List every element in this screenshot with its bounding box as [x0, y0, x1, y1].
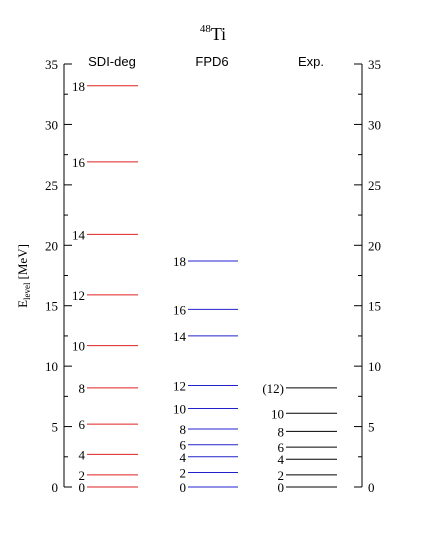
left-tick-label: 20 — [45, 238, 58, 253]
y-axis-label-sub: level — [22, 282, 32, 300]
right-tick-label: 15 — [368, 299, 381, 314]
left-tick-label: 5 — [52, 420, 59, 435]
left-tick-label: 30 — [45, 117, 58, 132]
level-spin-label: 10 — [173, 401, 186, 416]
column-header: SDI-deg — [88, 54, 136, 69]
level-spin-label: 4 — [180, 450, 187, 465]
level-spin-label: 18 — [173, 254, 186, 269]
column-headers: SDI-deg FPD6 Exp. — [88, 54, 324, 69]
right-tick-label: 20 — [368, 238, 381, 253]
y-axis-label-main: E — [15, 300, 30, 308]
left-tick-label: 10 — [45, 359, 58, 374]
level-spin-label: 0 — [79, 480, 86, 495]
level-spin-label: 4 — [79, 447, 86, 462]
y-axis-label-unit: [MeV] — [15, 244, 30, 279]
level-spin-label: 12 — [72, 288, 85, 303]
level-spin-label: 10 — [72, 339, 85, 354]
left-tick-label: 15 — [45, 299, 58, 314]
right-tick-label: 10 — [368, 359, 381, 374]
level-spin-label: 8 — [79, 381, 86, 396]
title-mass-number: 48 — [200, 23, 212, 35]
chart-title: 48Ti — [200, 23, 226, 44]
right-tick-label: 35 — [368, 57, 381, 72]
level-spin-label: 12 — [173, 378, 186, 393]
level-spin-label: 14 — [72, 227, 86, 242]
right-tick-label: 30 — [368, 117, 381, 132]
left-tick-label: 35 — [45, 57, 58, 72]
title-element: Ti — [211, 24, 226, 44]
level-spin-label: 8 — [180, 422, 187, 437]
level-spin-label: 2 — [79, 468, 86, 483]
column-header: Exp. — [298, 54, 324, 69]
level-spin-label: 10 — [271, 406, 284, 421]
level-spin-label: (12) — [262, 381, 284, 396]
level-spin-label: 4 — [278, 452, 285, 467]
left-tick-label: 25 — [45, 178, 58, 193]
right-tick-label: 0 — [368, 480, 375, 495]
level-spin-label: 2 — [278, 468, 285, 483]
level-spin-label: 2 — [180, 465, 187, 480]
left-tick-label: 0 — [52, 480, 59, 495]
level-spin-label: 14 — [173, 329, 187, 344]
right-tick-label: 25 — [368, 178, 381, 193]
energy-levels: 0246810121416180246810121416180246810(12… — [72, 79, 337, 495]
y-axis-label: Elevel [MeV] — [15, 244, 32, 308]
level-spin-label: 0 — [278, 480, 285, 495]
level-spin-label: 18 — [72, 79, 85, 94]
level-spin-label: 16 — [72, 155, 86, 170]
level-spin-label: 8 — [278, 424, 285, 439]
right-tick-label: 5 — [368, 420, 375, 435]
level-spin-label: 6 — [180, 438, 187, 453]
level-spin-label: 0 — [180, 480, 187, 495]
level-spin-label: 6 — [278, 440, 285, 455]
level-spin-label: 6 — [79, 417, 86, 432]
level-spin-label: 16 — [173, 302, 187, 317]
column-header: FPD6 — [195, 54, 228, 69]
